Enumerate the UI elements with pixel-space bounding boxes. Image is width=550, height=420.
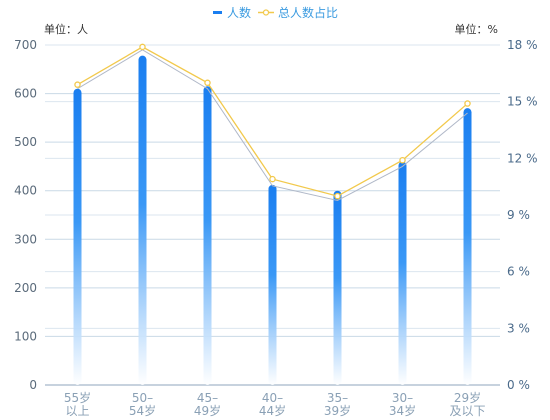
left-axis: 0 100 200 300 400 500 600 700 (14, 38, 37, 392)
legend-item-line[interactable]: 总人数占比 (258, 5, 338, 20)
left-tick-label: 600 (14, 87, 37, 101)
percentage-point (74, 81, 81, 88)
percentage-line (77, 46, 468, 197)
legend-bar-label: 人数 (227, 5, 251, 20)
x-tick-label: 35– 39岁 (324, 391, 351, 418)
bar (268, 184, 277, 385)
x-axis: 55岁以上 50– 54岁 45– 49岁 40– 44岁 35– 39岁 30– 34岁 29岁及以… (64, 390, 486, 418)
left-tick-label: 100 (14, 329, 37, 343)
bar (398, 161, 407, 385)
legend-bar-swatch (213, 11, 222, 14)
legend-item-bar[interactable]: 人数 (213, 5, 251, 20)
right-tick-label: 12 % (507, 151, 538, 165)
percentage-point (269, 175, 276, 183)
left-tick-label: 700 (14, 38, 37, 52)
x-tick-label: 30– 34岁 (389, 391, 416, 418)
legend[interactable]: 人数 总人数占比 (213, 5, 338, 20)
line-series (74, 43, 471, 201)
left-tick-label: 500 (14, 135, 37, 149)
right-tick-label: 9 % (507, 208, 530, 222)
bar (333, 190, 342, 385)
bar (73, 88, 82, 385)
legend-line-label: 总人数占比 (278, 5, 338, 20)
percentage-point (139, 43, 146, 51)
bar (463, 108, 472, 386)
left-tick-label: 200 (14, 281, 37, 295)
bar (203, 86, 212, 386)
right-tick-label: 15 % (507, 95, 538, 109)
x-tick-label: 29岁及以下 (449, 390, 485, 418)
right-tick-label: 18 % (507, 38, 538, 52)
bar (138, 55, 147, 385)
right-tick-label: 6 % (507, 265, 530, 279)
left-tick-label: 400 (14, 184, 37, 198)
right-axis-unit: 单位：% (455, 22, 498, 36)
x-tick-label: 40– 44岁 (259, 391, 286, 418)
right-tick-label: 3 % (507, 321, 530, 335)
percentage-point (464, 100, 471, 107)
percentage-point (204, 79, 211, 87)
percentage-point (399, 156, 406, 164)
left-tick-label: 300 (14, 232, 37, 246)
right-tick-label: 0 % (507, 378, 530, 392)
left-tick-label: 0 (29, 378, 37, 392)
left-axis-unit: 单位：人 (44, 22, 88, 36)
x-tick-label: 55岁以上 (64, 390, 91, 418)
percentage-point (334, 192, 341, 200)
x-tick-label: 50– 54岁 (129, 391, 156, 418)
legend-line-marker (262, 9, 270, 16)
x-tick-label: 45– 49岁 (194, 391, 221, 418)
bar-series (73, 55, 472, 386)
right-axis: 0 % 3 % 6 % 9 % 12 % 15 % 18 % (507, 38, 538, 392)
